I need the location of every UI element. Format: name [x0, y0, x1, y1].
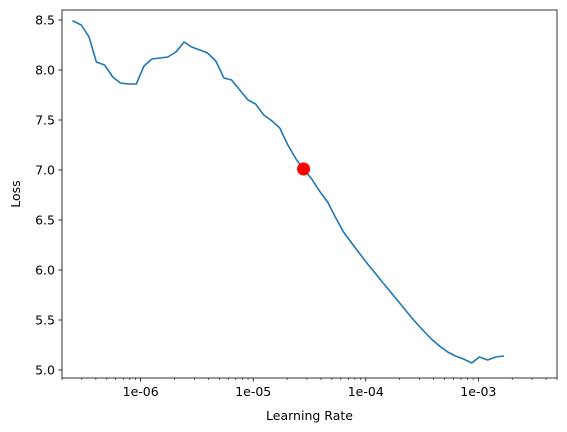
series-layer: [72, 20, 505, 364]
x-tick-label: 1e-06: [123, 384, 159, 399]
y-tick-label: 6.0: [35, 263, 55, 278]
y-tick-label: 5.0: [35, 363, 55, 378]
x-axis-ticks: 1e-06 1e-05 1e-04 1e-03: [61, 378, 558, 399]
y-axis-label: Loss: [8, 180, 23, 207]
y-axis-ticks: 5.0 5.5 6.0 6.5 7.0 7.5 8.0 8.5: [35, 13, 62, 378]
loss-series-line: [72, 20, 505, 364]
x-axis-label: Learning Rate: [266, 408, 353, 423]
marker-layer: [297, 162, 311, 176]
y-tick-label: 7.5: [35, 113, 55, 128]
x-tick-label: 1e-05: [235, 384, 271, 399]
y-tick-label: 8.0: [35, 63, 55, 78]
x-tick-label: 1e-04: [348, 384, 384, 399]
y-tick-label: 7.0: [35, 163, 55, 178]
y-tick-label: 5.5: [35, 313, 55, 328]
x-tick-label: 1e-03: [460, 384, 496, 399]
suggested-lr-marker: [297, 162, 311, 176]
y-tick-label: 8.5: [35, 13, 55, 28]
y-tick-label: 6.5: [35, 213, 55, 228]
plot-area-frame: [61, 9, 558, 379]
